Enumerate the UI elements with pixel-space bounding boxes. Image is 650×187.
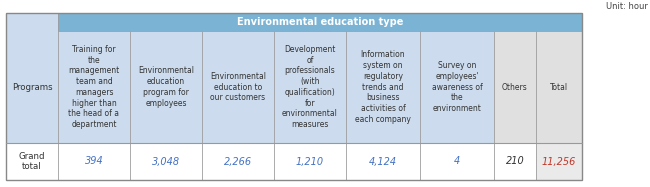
Text: Unit: hour: Unit: hour <box>606 1 648 10</box>
Text: Environmental
education
program for
employees: Environmental education program for empl… <box>138 66 194 108</box>
Text: 3,048: 3,048 <box>152 157 180 166</box>
Text: 1,210: 1,210 <box>296 157 324 166</box>
Text: Survey on
employees'
awareness of
the
environment: Survey on employees' awareness of the en… <box>432 61 482 113</box>
Bar <box>6 13 58 143</box>
Text: 11,256: 11,256 <box>542 157 576 166</box>
Bar <box>346 31 420 143</box>
Text: Development
of
professionals
(with
qualification)
for
environmental
measures: Development of professionals (with quali… <box>282 45 338 129</box>
Text: 4,124: 4,124 <box>369 157 397 166</box>
Text: 210: 210 <box>506 157 525 166</box>
Text: Training for
the
management
team and
managers
higher than
the head of a
departme: Training for the management team and man… <box>68 45 120 129</box>
Bar <box>494 31 536 143</box>
Bar <box>274 143 346 180</box>
Bar <box>6 13 582 180</box>
Text: Information
system on
regulatory
trends and
business
activities of
each company: Information system on regulatory trends … <box>355 50 411 124</box>
Text: Programs: Programs <box>12 82 52 91</box>
Text: Environmental education type: Environmental education type <box>237 17 403 27</box>
Bar <box>202 143 274 180</box>
Bar <box>420 31 494 143</box>
Bar <box>58 13 582 31</box>
Text: Environmental
education to
our customers: Environmental education to our customers <box>210 72 266 102</box>
Bar <box>202 31 274 143</box>
Bar <box>274 31 346 143</box>
Bar <box>58 143 130 180</box>
Bar <box>536 31 582 143</box>
Text: Total: Total <box>550 82 568 91</box>
Text: 2,266: 2,266 <box>224 157 252 166</box>
Bar <box>130 31 202 143</box>
Bar <box>346 143 420 180</box>
Bar <box>494 143 536 180</box>
Bar <box>130 143 202 180</box>
Text: 4: 4 <box>454 157 460 166</box>
Text: Grand
total: Grand total <box>19 152 46 171</box>
Bar <box>536 143 582 180</box>
Bar <box>6 143 58 180</box>
Bar <box>58 31 130 143</box>
Text: 394: 394 <box>84 157 103 166</box>
Text: Others: Others <box>502 82 528 91</box>
Bar <box>420 143 494 180</box>
